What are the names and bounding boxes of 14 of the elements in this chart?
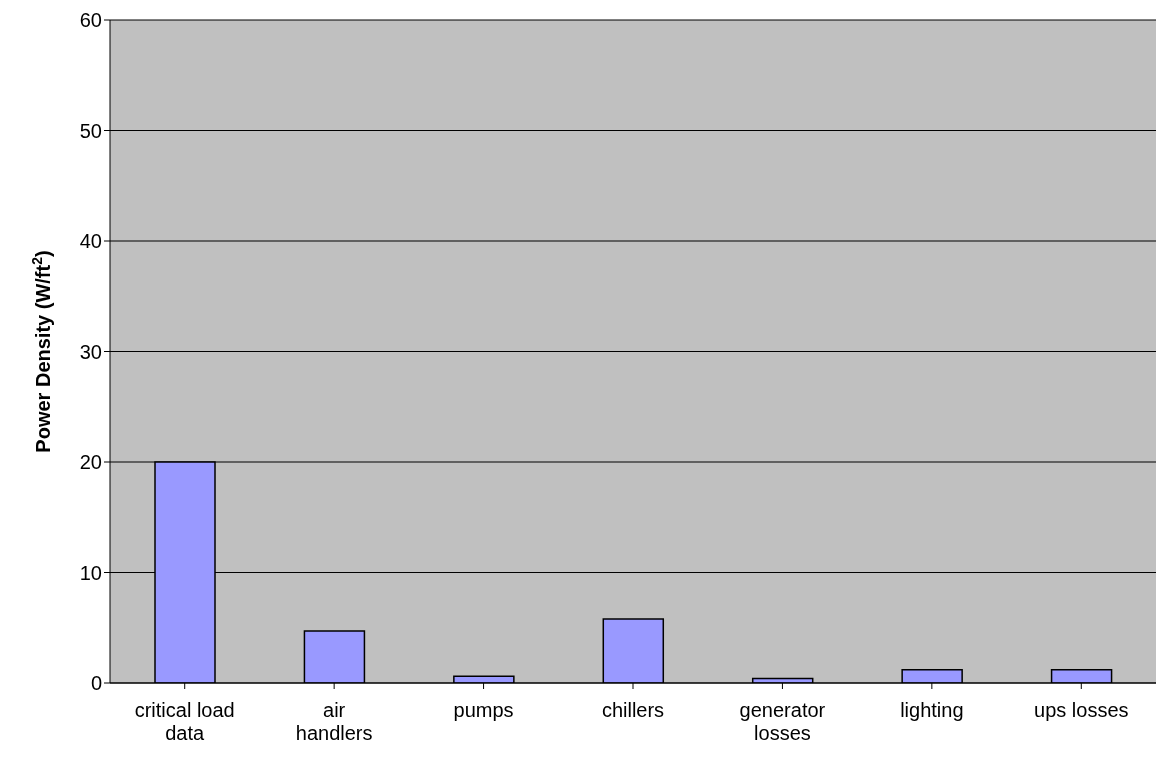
y-tick-label: 10	[79, 561, 102, 584]
x-tick-label: ups losses	[1034, 699, 1129, 721]
y-tick-label: 40	[79, 230, 102, 253]
x-tick-label: air handlers	[295, 699, 373, 744]
y-tick-label: 30	[79, 340, 102, 363]
y-tick-label: 60	[79, 9, 102, 32]
y-tick-label: 20	[79, 451, 102, 474]
x-tick-label: critical load data	[134, 699, 235, 744]
x-tick-label: generator losses	[739, 699, 826, 744]
x-tick-label: pumps	[453, 699, 514, 721]
x-tick-label: chillers	[601, 699, 665, 721]
y-tick-label: 0	[90, 672, 102, 695]
x-tick-label: lighting	[900, 699, 964, 721]
y-tick-label: 50	[79, 119, 102, 142]
